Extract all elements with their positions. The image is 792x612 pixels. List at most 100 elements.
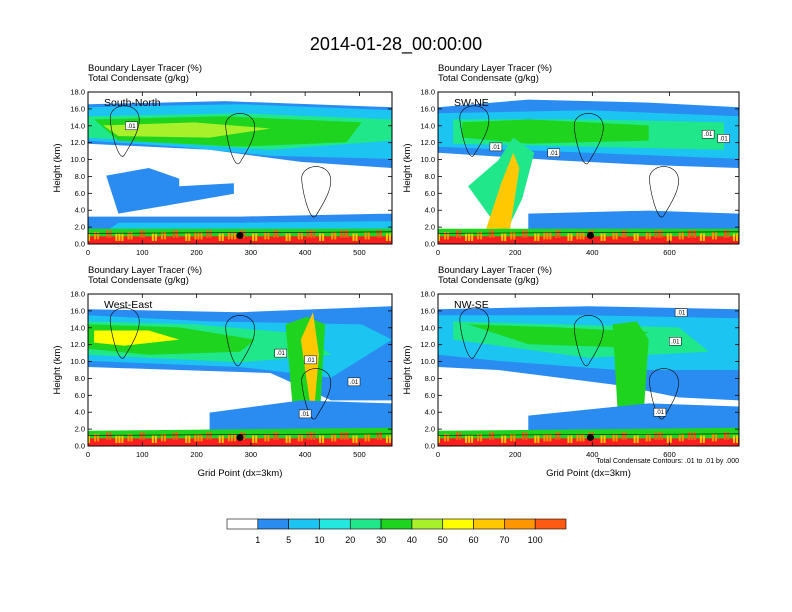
x-tick-label: 400	[299, 450, 312, 459]
contour-label: .01	[669, 337, 682, 346]
panel-title-tracer: Boundary Layer Tracer (%)	[438, 63, 552, 74]
y-tick-label: 18.0	[420, 88, 435, 97]
x-tick-label: 200	[509, 450, 522, 459]
surface-cell	[579, 231, 582, 240]
surface-cell	[669, 435, 672, 443]
surface-cell	[477, 433, 480, 442]
field-region	[486, 152, 520, 229]
surface-cell	[255, 233, 258, 241]
plot-frame	[437, 91, 740, 245]
surface-cell	[459, 230, 462, 238]
colorbar-box	[534, 518, 567, 530]
surface-cell	[376, 432, 379, 440]
surface-cell	[173, 230, 176, 238]
y-tick-label: 14.0	[70, 121, 85, 130]
surface-cell	[221, 233, 224, 241]
surface-cell	[471, 435, 474, 443]
surface-cell	[221, 435, 224, 443]
colorbar-label: 50	[438, 535, 448, 545]
surface-cell	[185, 435, 188, 443]
surface-cell	[537, 233, 540, 241]
colorbar-box	[288, 518, 320, 530]
x-tick-label: 100	[136, 450, 149, 459]
surface-cell	[106, 432, 109, 440]
surface-cell	[164, 433, 166, 442]
surface-cell	[558, 230, 561, 238]
surface-cell	[352, 233, 355, 241]
surface-cell	[582, 433, 585, 442]
panel-title-condensate: Total Condensate (g/kg)	[438, 275, 539, 286]
y-tick-label: 2.0	[75, 223, 85, 232]
surface-cell	[200, 433, 203, 442]
panels: Boundary Layer Tracer (%)Total Condensat…	[52, 63, 740, 479]
surface-cell	[543, 433, 546, 442]
surface-cell	[732, 233, 735, 241]
y-tick-label: 2.0	[75, 425, 85, 434]
surface-cell	[504, 233, 507, 241]
x-tick-label: 400	[586, 248, 599, 257]
surface-cell	[468, 233, 471, 241]
contour-line	[649, 166, 679, 218]
y-tick-label: 16.0	[420, 306, 435, 315]
y-tick-label: 4.0	[75, 206, 85, 215]
surface-cell	[230, 433, 233, 442]
surface-cell	[309, 432, 312, 440]
surface-cell	[343, 230, 346, 238]
surface-cell	[218, 233, 221, 241]
surface-cell	[702, 233, 705, 241]
surface-cell	[273, 432, 276, 440]
surface-cell	[334, 433, 337, 442]
surface-cell	[645, 433, 648, 442]
surface-cell	[160, 433, 163, 442]
surface-cell	[230, 231, 233, 240]
surface-cell	[139, 432, 142, 440]
contour-label: .01	[717, 134, 730, 143]
y-tick-label: 2.0	[425, 223, 435, 232]
surface-cell	[480, 433, 483, 442]
panel-title-condensate: Total Condensate (g/kg)	[438, 73, 539, 84]
y-tick-label: 4.0	[425, 408, 435, 417]
location-marker	[586, 232, 594, 240]
x-tick-label: 500	[353, 248, 366, 257]
contour-line	[109, 307, 140, 359]
y-tick-label: 18.0	[70, 88, 85, 97]
tracer-field	[438, 294, 739, 446]
y-tick-label: 12.0	[420, 138, 435, 147]
surface-cell	[276, 432, 279, 440]
surface-cell	[612, 231, 615, 240]
surface-cell	[267, 433, 270, 442]
surface-cell	[510, 231, 513, 240]
y-tick-label: 12.0	[420, 340, 435, 349]
y-tick-label: 18.0	[420, 290, 435, 299]
panel-title-tracer: Boundary Layer Tracer (%)	[88, 63, 202, 74]
surface-cell	[570, 233, 573, 241]
tracer-field	[438, 92, 739, 244]
surface-cell	[194, 433, 197, 442]
surface-cell	[447, 433, 450, 442]
surface-cell	[723, 230, 726, 238]
surface-cell	[576, 433, 579, 442]
surface-cell	[549, 433, 552, 442]
surface-cell	[537, 435, 540, 443]
y-tick-label: 10.0	[70, 357, 85, 366]
surface-cell	[582, 231, 585, 240]
x-tick-label: 600	[663, 450, 676, 459]
surface-cell	[600, 233, 603, 241]
contour-line	[225, 315, 256, 367]
surface-cell	[621, 432, 624, 440]
x-tick-label: 200	[190, 450, 203, 459]
surface-cell	[346, 230, 349, 238]
surface-cell	[492, 230, 495, 238]
y-tick-label: 10.0	[70, 155, 85, 164]
surface-cell	[173, 432, 176, 440]
colorbar-box	[257, 518, 289, 530]
contour-label: .01	[304, 355, 317, 365]
tracer-field	[88, 92, 392, 244]
panel-name: South-North	[104, 97, 161, 109]
x-tick-label: 0	[436, 450, 440, 459]
surface-cell	[197, 433, 200, 442]
surface-cell	[681, 433, 684, 442]
surface-cell	[379, 432, 382, 440]
surface-cell	[227, 433, 230, 442]
field-region	[612, 321, 649, 428]
